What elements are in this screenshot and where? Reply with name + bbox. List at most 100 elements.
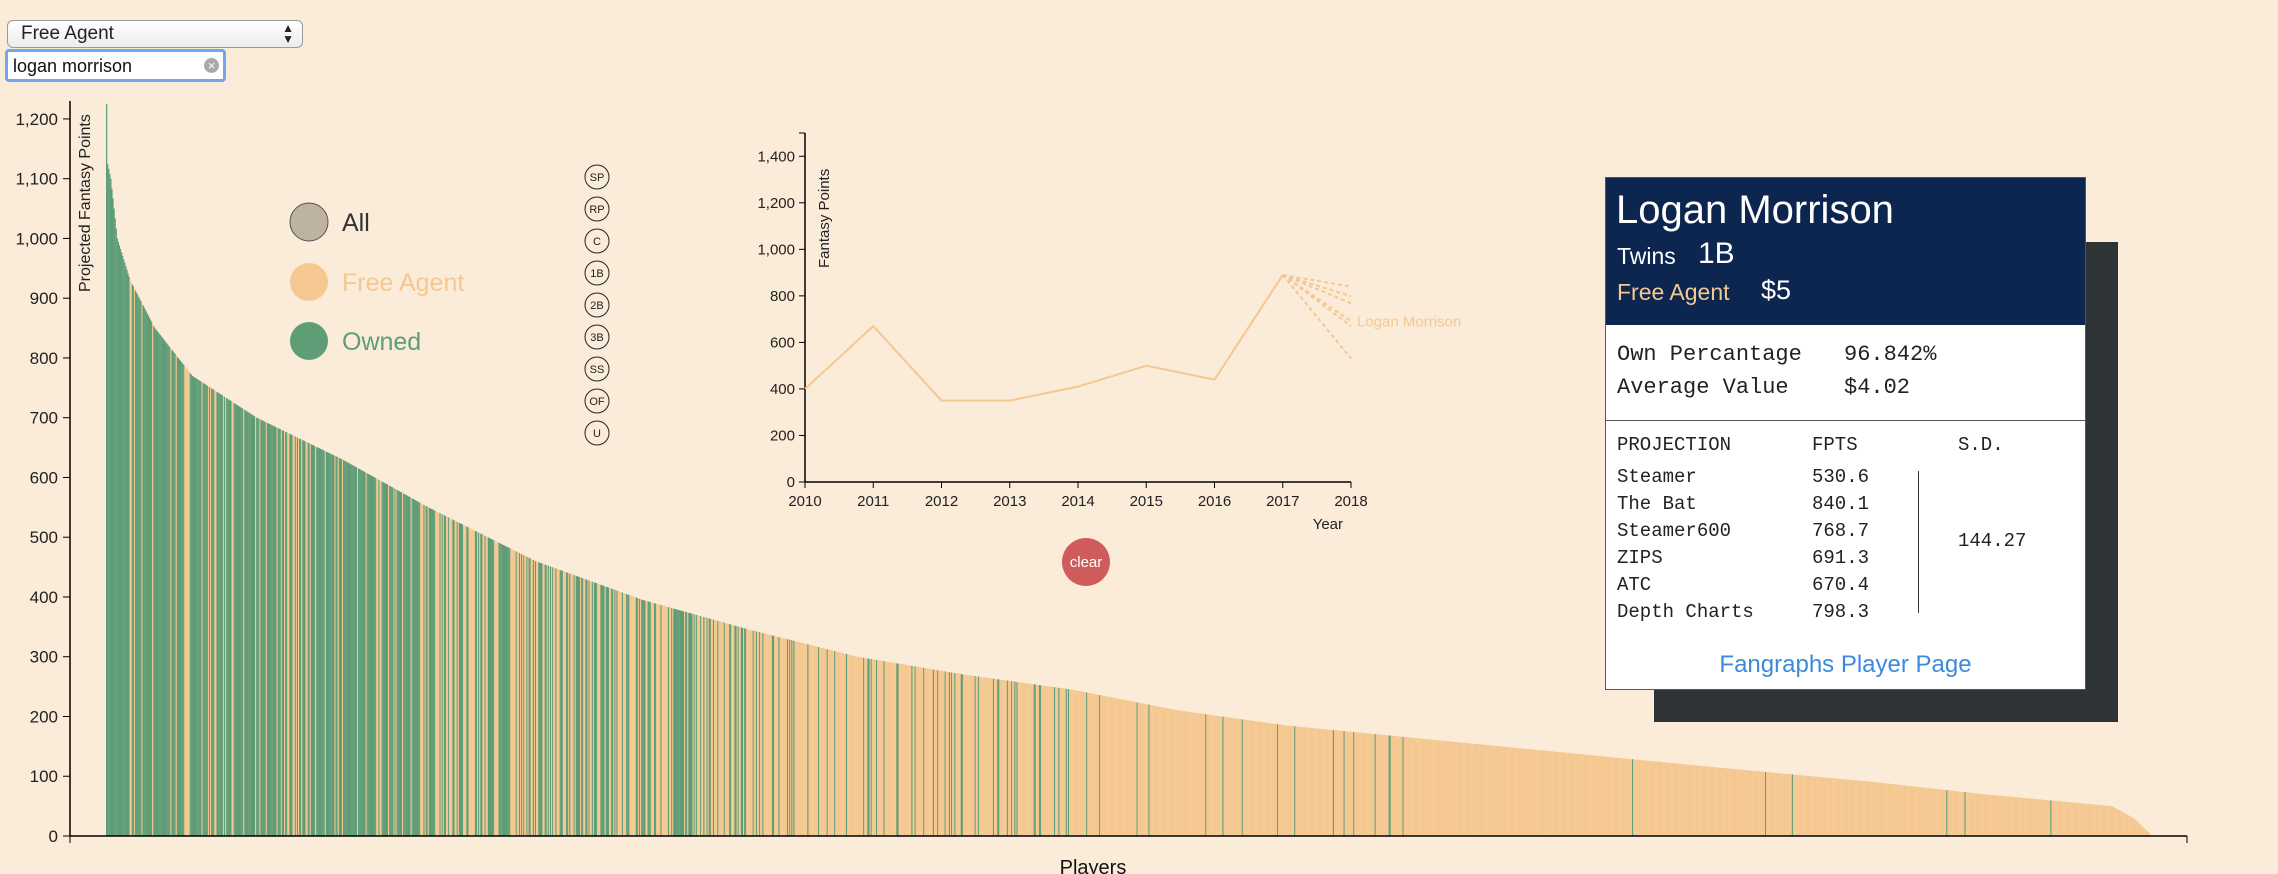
- free-agent-player-bar[interactable]: [255, 417, 257, 836]
- free-agent-player-bar[interactable]: [927, 668, 929, 836]
- owned-player-bar[interactable]: [253, 416, 256, 836]
- owned-player-bar[interactable]: [867, 658, 869, 836]
- owned-player-bar[interactable]: [346, 461, 348, 836]
- owned-player-bar[interactable]: [329, 453, 331, 836]
- owned-player-bar[interactable]: [703, 616, 705, 836]
- free-agent-player-bar[interactable]: [2143, 828, 2145, 836]
- free-agent-player-bar[interactable]: [410, 497, 412, 836]
- owned-player-bar[interactable]: [335, 456, 337, 836]
- free-agent-player-bar[interactable]: [1132, 701, 1134, 836]
- free-agent-player-bar[interactable]: [704, 617, 706, 836]
- owned-player-bar[interactable]: [230, 400, 232, 836]
- free-agent-player-bar[interactable]: [1802, 775, 1804, 836]
- owned-player-bar[interactable]: [960, 674, 962, 836]
- free-agent-player-bar[interactable]: [1906, 785, 1908, 836]
- owned-player-bar[interactable]: [1374, 734, 1376, 836]
- owned-player-bar[interactable]: [413, 499, 415, 836]
- free-agent-player-bar[interactable]: [739, 627, 742, 836]
- free-agent-player-bar[interactable]: [1280, 724, 1282, 836]
- free-agent-player-bar[interactable]: [1672, 763, 1674, 836]
- free-agent-player-bar[interactable]: [1229, 717, 1232, 836]
- free-agent-player-bar[interactable]: [1704, 766, 1707, 836]
- free-agent-player-bar[interactable]: [1460, 742, 1462, 837]
- free-agent-player-bar[interactable]: [957, 673, 959, 836]
- free-agent-player-bar[interactable]: [1729, 768, 1731, 836]
- free-agent-player-bar[interactable]: [821, 647, 823, 836]
- free-agent-player-bar[interactable]: [170, 348, 172, 836]
- free-agent-player-bar[interactable]: [1326, 729, 1328, 836]
- owned-player-bar[interactable]: [429, 508, 432, 836]
- owned-player-bar[interactable]: [320, 449, 322, 836]
- free-agent-player-bar[interactable]: [1836, 778, 1839, 836]
- free-agent-player-bar[interactable]: [1213, 715, 1216, 836]
- free-agent-player-bar[interactable]: [597, 583, 599, 836]
- owned-player-bar[interactable]: [601, 585, 603, 836]
- free-agent-player-bar[interactable]: [809, 644, 811, 836]
- free-agent-player-bar[interactable]: [1524, 748, 1527, 836]
- free-agent-player-bar[interactable]: [1361, 732, 1363, 836]
- free-agent-player-bar[interactable]: [1395, 736, 1397, 836]
- free-agent-player-bar[interactable]: [1909, 786, 1911, 836]
- free-agent-player-bar[interactable]: [652, 602, 655, 836]
- free-agent-player-bar[interactable]: [1684, 764, 1686, 836]
- free-agent-player-bar[interactable]: [1445, 741, 1447, 836]
- free-agent-player-bar[interactable]: [1751, 770, 1753, 836]
- free-agent-player-bar[interactable]: [1168, 708, 1170, 836]
- free-agent-player-bar[interactable]: [795, 641, 797, 836]
- free-agent-player-bar[interactable]: [866, 658, 868, 836]
- free-agent-player-bar[interactable]: [1221, 716, 1223, 836]
- free-agent-player-bar[interactable]: [981, 677, 983, 836]
- free-agent-player-bar[interactable]: [945, 671, 947, 836]
- free-agent-player-bar[interactable]: [1920, 787, 1922, 836]
- free-agent-player-bar[interactable]: [1905, 785, 1907, 836]
- free-agent-player-bar[interactable]: [2009, 796, 2011, 836]
- free-agent-player-bar[interactable]: [1663, 762, 1665, 836]
- free-agent-player-bar[interactable]: [1682, 764, 1684, 836]
- free-agent-player-bar[interactable]: [1410, 737, 1412, 836]
- owned-player-bar[interactable]: [181, 362, 183, 836]
- free-agent-player-bar[interactable]: [1789, 774, 1791, 836]
- owned-player-bar[interactable]: [504, 546, 507, 836]
- free-agent-player-bar[interactable]: [438, 512, 440, 836]
- free-agent-player-bar[interactable]: [2069, 802, 2071, 836]
- free-agent-player-bar[interactable]: [1017, 682, 1019, 836]
- free-agent-player-bar[interactable]: [1169, 708, 1172, 836]
- free-agent-player-bar[interactable]: [632, 596, 634, 836]
- free-agent-player-bar[interactable]: [1488, 745, 1490, 836]
- owned-player-bar[interactable]: [400, 492, 403, 836]
- free-agent-player-bar[interactable]: [819, 647, 821, 836]
- free-agent-player-bar[interactable]: [779, 637, 781, 836]
- free-agent-player-bar[interactable]: [1171, 709, 1174, 836]
- owned-player-bar[interactable]: [193, 377, 196, 836]
- free-agent-player-bar[interactable]: [1318, 728, 1321, 836]
- free-agent-player-bar[interactable]: [765, 633, 767, 837]
- free-agent-player-bar[interactable]: [604, 586, 606, 836]
- free-agent-player-bar[interactable]: [844, 653, 847, 836]
- free-agent-player-bar[interactable]: [1443, 740, 1445, 836]
- owned-player-bar[interactable]: [762, 633, 764, 836]
- free-agent-player-bar[interactable]: [1918, 787, 1920, 836]
- free-agent-player-bar[interactable]: [756, 631, 759, 836]
- free-agent-player-bar[interactable]: [451, 519, 453, 836]
- free-agent-player-bar[interactable]: [1345, 731, 1347, 836]
- free-agent-player-bar[interactable]: [889, 662, 892, 836]
- owned-player-bar[interactable]: [396, 490, 398, 836]
- owned-player-bar[interactable]: [366, 473, 368, 836]
- free-agent-player-bar[interactable]: [1932, 788, 1934, 836]
- free-agent-player-bar[interactable]: [525, 556, 527, 836]
- free-agent-player-bar[interactable]: [1224, 716, 1226, 836]
- free-agent-player-bar[interactable]: [1164, 707, 1166, 836]
- free-agent-player-bar[interactable]: [1851, 780, 1854, 836]
- free-agent-player-bar[interactable]: [848, 654, 850, 836]
- free-agent-player-bar[interactable]: [1680, 763, 1682, 836]
- owned-player-bar[interactable]: [349, 463, 351, 836]
- free-agent-player-bar[interactable]: [562, 571, 565, 836]
- owned-player-bar[interactable]: [611, 588, 613, 836]
- free-agent-player-bar[interactable]: [1161, 707, 1163, 836]
- free-agent-player-bar[interactable]: [968, 675, 970, 836]
- free-agent-player-bar[interactable]: [222, 396, 225, 836]
- free-agent-player-bar[interactable]: [898, 663, 900, 836]
- free-agent-player-bar[interactable]: [1032, 684, 1034, 836]
- free-agent-player-bar[interactable]: [694, 614, 696, 836]
- free-agent-player-bar[interactable]: [1653, 761, 1655, 836]
